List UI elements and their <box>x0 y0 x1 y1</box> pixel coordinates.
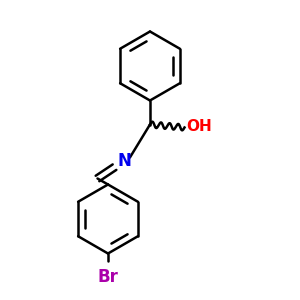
Text: Br: Br <box>98 268 118 286</box>
Text: N: N <box>118 152 131 169</box>
Text: OH: OH <box>186 119 212 134</box>
